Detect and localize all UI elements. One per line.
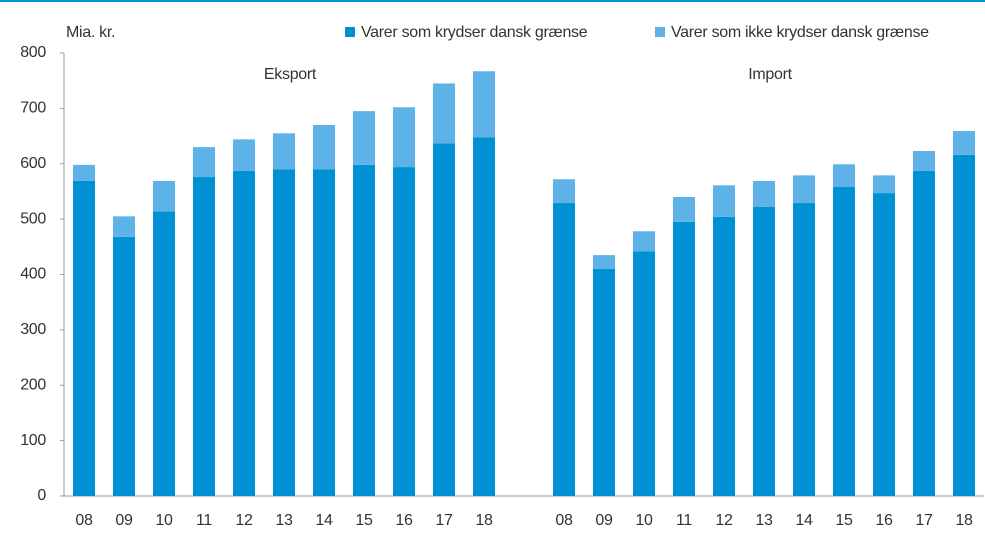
bar-segment [873,193,895,496]
x-tick-label: 15 [355,512,373,529]
bar-segment [553,179,575,204]
bar-segment [313,124,335,170]
x-tick-label: 12 [715,512,733,529]
bar-segment [913,151,935,171]
x-tick-label: 14 [795,512,813,529]
bar-segment [873,175,895,194]
x-tick-label: 17 [915,512,933,529]
x-tick-label: 15 [835,512,853,529]
legend-swatch [655,27,665,37]
bar-segment [433,83,455,144]
bar-segment [113,236,135,496]
bar-segment [713,185,735,217]
bar-segment [153,211,175,496]
bar-segment [273,169,295,496]
x-tick-label: 13 [755,512,773,529]
x-tick-label: 10 [635,512,653,529]
x-tick-label: 14 [315,512,333,529]
bar-segment [633,251,655,496]
bar-segment [593,268,615,496]
bar-segment [193,147,215,178]
bar-segment [233,170,255,497]
legend-label: Varer som krydser dansk grænse [361,24,588,41]
x-tick-label: 16 [395,512,413,529]
bar-segment [73,164,95,181]
x-tick-label: 12 [235,512,253,529]
y-axis-label: Mia. kr. [66,24,115,41]
bar-segment [353,164,375,497]
bar-segment [553,203,575,496]
x-tick-label: 08 [75,512,93,529]
x-tick-label: 11 [196,512,212,529]
bar-segment [153,180,175,212]
bar-segment [913,170,935,497]
bar-segment [233,139,255,171]
bar-segment [953,154,975,496]
bar-segment [833,164,855,188]
bar-segment [713,216,735,496]
y-tick-label: 600 [20,155,46,172]
bar-segment [353,111,375,165]
bar-segment [433,143,455,497]
bar-segment [593,255,615,269]
bar-segment [753,180,775,207]
x-tick-label: 13 [275,512,293,529]
x-tick-label: 11 [676,512,692,529]
y-tick-label: 800 [20,44,46,61]
y-tick-label: 0 [37,487,46,504]
bar-segment [953,131,975,155]
x-tick-label: 09 [595,512,613,529]
bar-segment [633,231,655,252]
bar-segment [113,216,135,237]
bar-segment [193,177,215,497]
group-label: Import [748,66,792,83]
bar-segment [393,167,415,496]
y-tick-label: 500 [20,210,46,227]
bar-segment [313,169,335,496]
x-tick-label: 17 [435,512,453,529]
x-tick-label: 18 [955,512,973,529]
bar-segment [833,187,855,496]
x-tick-label: 10 [155,512,173,529]
y-tick-label: 400 [20,266,46,283]
bar-segment [473,71,495,138]
bar-segment [393,107,415,168]
x-tick-label: 16 [875,512,893,529]
x-tick-label: 08 [555,512,573,529]
legend-swatch [345,27,355,37]
x-tick-label: 18 [475,512,493,529]
y-tick-label: 100 [20,432,46,449]
bar-segment [473,137,495,497]
x-tick-label: 09 [115,512,133,529]
legend-label: Varer som ikke krydser dansk grænse [671,24,929,41]
group-label: Eksport [264,66,317,83]
bar-segment [753,206,775,496]
bar-segment [73,180,95,496]
y-tick-label: 700 [20,100,46,117]
bar-segment [273,133,295,170]
bar-segment [673,196,695,222]
bar-segment [793,203,815,496]
y-tick-label: 300 [20,321,46,338]
bar-segment [673,221,695,497]
y-tick-label: 200 [20,376,46,393]
bar-segment [793,175,815,204]
